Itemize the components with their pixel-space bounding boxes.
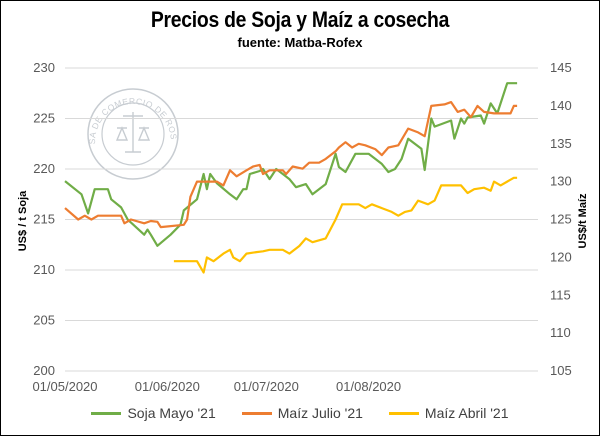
y-tick-right: 130: [550, 174, 572, 189]
legend-swatch: [91, 411, 122, 415]
chart-subtitle: fuente: Matba-Rofex: [237, 35, 363, 50]
y-tick-right: 125: [550, 212, 572, 227]
y-axis-right-label: US$/t Maíz: [577, 193, 589, 249]
y-tick-right: 135: [550, 136, 572, 151]
legend-item: Soja Mayo '21: [91, 405, 216, 421]
series-line-1: [64, 100, 518, 229]
y-axis-right: 105 110 115 120 125 130 135 140 145: [550, 60, 572, 378]
y-tick-left: 230: [33, 60, 55, 75]
x-tick: 01/05/2020: [32, 379, 97, 394]
y-tick-left: 210: [33, 262, 55, 277]
legend-label: Soja Mayo '21: [127, 405, 216, 421]
x-tick: 01/06/2020: [135, 379, 200, 394]
legend-item: Maíz Abril '21: [388, 405, 509, 421]
x-axis: 01/05/2020 01/06/2020 01/07/2020 01/08/2020: [32, 379, 401, 394]
x-tick: 01/08/2020: [336, 379, 401, 394]
legend-label: Maíz Abril '21: [424, 405, 509, 421]
y-tick-left: 220: [33, 161, 55, 176]
legend-swatch: [388, 411, 419, 415]
series-line-0: [64, 82, 518, 247]
chart-title: Precios de Soja y Maíz a cosecha: [150, 7, 450, 32]
y-tick-right: 110: [550, 325, 571, 340]
bolsa-seal-logo: BOLSA DE COMERCIO DE ROSARIO: [87, 88, 179, 180]
y-tick-left: 215: [33, 212, 55, 227]
y-tick-right: 145: [550, 60, 572, 75]
y-tick-left: 225: [33, 111, 55, 126]
y-axis-left: 200 205 210 215 220 225 230: [33, 60, 55, 378]
y-tick-right: 115: [550, 287, 571, 302]
y-axis-left-label: US$ / t Soja: [17, 190, 29, 251]
y-tick-right: 140: [550, 98, 572, 113]
series-lines: [64, 82, 518, 274]
chart-legend: Soja Mayo '21 Maíz Julio '21 Maíz Abril '2…: [1, 405, 599, 421]
x-tick: 01/07/2020: [234, 379, 299, 394]
series-line-2: [173, 176, 518, 274]
y-tick-right: 105: [550, 363, 572, 378]
legend-label: Maíz Julio '21: [277, 405, 363, 421]
y-tick-left: 200: [33, 363, 55, 378]
legend-item: Maíz Julio '21: [241, 405, 363, 421]
y-tick-left: 205: [33, 313, 55, 328]
y-tick-right: 120: [550, 249, 572, 264]
legend-swatch: [241, 411, 272, 415]
